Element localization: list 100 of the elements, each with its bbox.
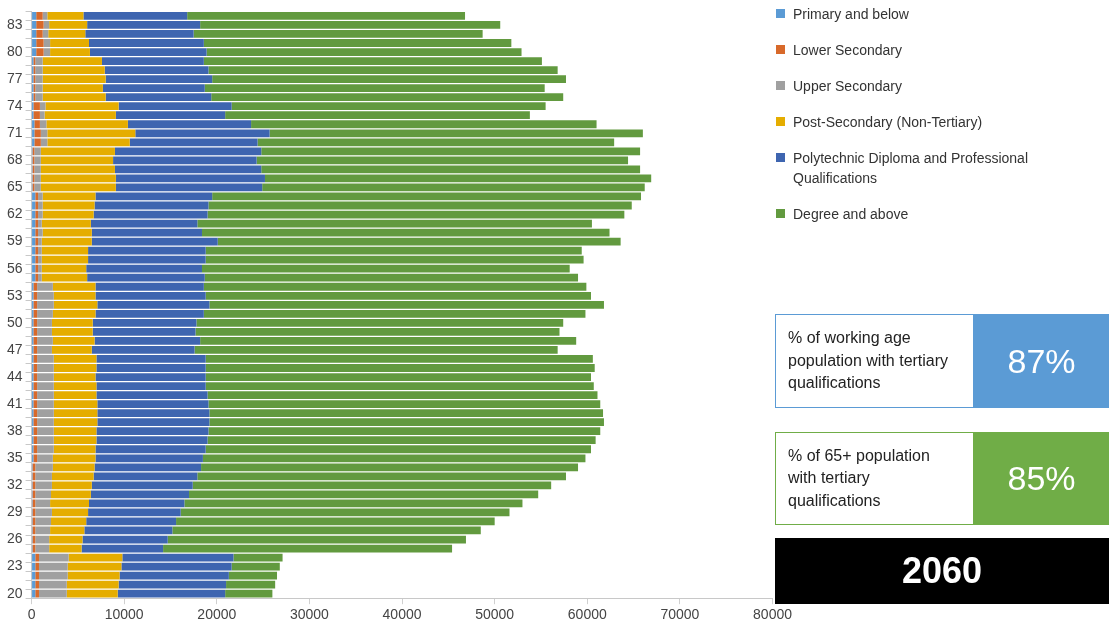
bar (35, 508, 52, 517)
bar (90, 219, 198, 228)
y-tick-label: 71 (6, 124, 23, 141)
x-tick-label: 30000 (289, 606, 330, 623)
text-card: % of working age population with tertiary qualifications (775, 314, 974, 408)
y-tick-label: 80 (6, 42, 23, 59)
bar (51, 490, 91, 499)
bar (167, 535, 466, 544)
bar (114, 165, 262, 174)
x-tick-label: 80000 (753, 606, 793, 623)
y-tick-label: 50 (6, 313, 23, 330)
x-tick-label: 50000 (475, 606, 515, 623)
x-tick-label: 20000 (197, 606, 237, 623)
text-card: 2060 (775, 538, 1109, 604)
y-tick-label: 62 (6, 205, 23, 222)
bar (34, 174, 41, 183)
bar (231, 562, 280, 571)
bar (42, 201, 95, 210)
text-card: 85% (974, 432, 1109, 525)
bar (35, 535, 50, 544)
x-tick-label: 10000 (104, 606, 144, 623)
bar (49, 535, 83, 544)
bar (197, 219, 592, 228)
bar (122, 553, 234, 562)
bar (115, 183, 263, 192)
bar (189, 490, 539, 499)
bar (91, 237, 218, 246)
bar (51, 517, 87, 526)
bar (41, 219, 91, 228)
bar (35, 499, 51, 508)
bar (38, 553, 69, 562)
bar (233, 553, 283, 562)
bar (35, 517, 52, 526)
x-tick-label: 40000 (382, 606, 422, 623)
legend-label: Polytechnic Diploma and Professional Qualifications (793, 149, 1029, 188)
bar (82, 535, 168, 544)
y-tick-label: 26 (6, 530, 23, 547)
y-tick-label: 83 (6, 15, 23, 32)
bar (51, 508, 89, 517)
bar (90, 490, 190, 499)
bar (86, 517, 177, 526)
bar (95, 192, 213, 201)
legend-label: Upper Secondary (793, 77, 902, 96)
bar (163, 544, 453, 553)
bar (84, 526, 173, 535)
bar (42, 210, 94, 219)
bar (35, 544, 50, 553)
y-tick-label: 29 (6, 503, 23, 520)
bar (35, 490, 52, 499)
bar (217, 237, 621, 246)
legend-label: Degree and above (793, 205, 909, 224)
bar (184, 499, 523, 508)
bar (261, 165, 641, 174)
x-tick-label: 70000 (660, 606, 700, 623)
bar (38, 228, 43, 237)
y-tick-label: 68 (6, 151, 23, 168)
bar (40, 165, 115, 174)
bar (38, 201, 43, 210)
bar (91, 228, 202, 237)
y-tick-label: 59 (6, 232, 23, 249)
y-tick-label: 23 (6, 557, 23, 574)
y-tick-label: 65 (6, 178, 23, 195)
text-card: % of 65+ population with tertiary qualifications (775, 432, 974, 525)
bar (38, 192, 43, 201)
bar (180, 508, 510, 517)
y-tick-label: 47 (6, 340, 23, 357)
bar (42, 228, 92, 237)
text-card: 87% (974, 314, 1109, 408)
bar (201, 228, 610, 237)
bar (38, 562, 68, 571)
bar (115, 174, 265, 183)
legend-label: Lower Secondary (793, 41, 902, 60)
bar (121, 562, 232, 571)
bar (34, 183, 41, 192)
x-tick-label: 60000 (567, 606, 607, 623)
bar (34, 165, 41, 174)
bar (81, 544, 164, 553)
y-tick-label: 53 (6, 286, 23, 303)
y-tick-label: 77 (6, 69, 23, 86)
y-tick-label: 41 (6, 394, 23, 411)
y-tick-label: 20 (6, 584, 23, 601)
bar (38, 210, 43, 219)
legend-label: Post-Secondary (Non-Tertiary) (793, 113, 983, 132)
bar (264, 174, 652, 183)
bar (35, 526, 51, 535)
bar (212, 192, 642, 201)
bar (89, 499, 185, 508)
x-tick-label: 0 (27, 606, 36, 623)
bar (88, 508, 181, 517)
bar (262, 183, 645, 192)
bar (172, 526, 481, 535)
bar (40, 174, 116, 183)
bar (93, 210, 208, 219)
bar (207, 210, 625, 219)
bar (49, 544, 82, 553)
bar (40, 183, 116, 192)
bar (41, 237, 92, 246)
bar (208, 201, 632, 210)
bar (176, 517, 495, 526)
y-tick-label: 38 (6, 422, 23, 439)
